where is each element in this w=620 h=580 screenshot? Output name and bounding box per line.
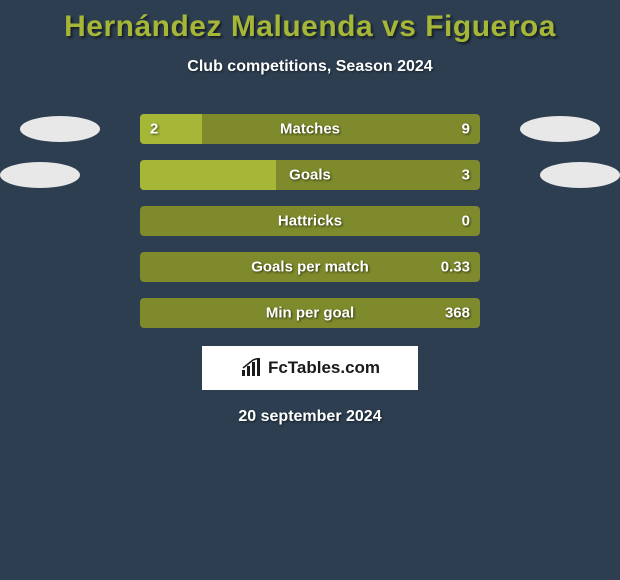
comparison-rows: 2 Matches 9 Goals 3 Hattricks 0 Goals per match… xyxy=(0,114,620,328)
right-value: 0 xyxy=(462,213,470,230)
bar-left-fill xyxy=(140,160,276,190)
right-avatar xyxy=(520,116,600,142)
right-value: 0.33 xyxy=(441,259,470,276)
stat-row: Hattricks 0 xyxy=(0,206,620,236)
metric-label: Hattricks xyxy=(278,213,342,230)
left-avatar xyxy=(0,162,80,188)
footer-date: 20 september 2024 xyxy=(0,408,620,426)
stat-row: Goals 3 xyxy=(0,160,620,190)
footer-logo: FcTables.com xyxy=(202,346,418,390)
stat-bar: Hattricks 0 xyxy=(140,206,480,236)
stat-bar: 2 Matches 9 xyxy=(140,114,480,144)
right-value: 368 xyxy=(445,305,470,322)
stat-bar: Min per goal 368 xyxy=(140,298,480,328)
stat-bar: Goals 3 xyxy=(140,160,480,190)
metric-label: Goals per match xyxy=(251,259,369,276)
metric-label: Goals xyxy=(289,167,331,184)
stat-row: Goals per match 0.33 xyxy=(0,252,620,282)
subtitle: Club competitions, Season 2024 xyxy=(0,58,620,76)
page-title: Hernández Maluenda vs Figueroa xyxy=(0,0,620,44)
metric-label: Min per goal xyxy=(266,305,354,322)
left-value: 2 xyxy=(150,121,158,138)
stat-row: Min per goal 368 xyxy=(0,298,620,328)
chart-icon xyxy=(240,358,264,378)
right-avatar xyxy=(540,162,620,188)
stat-bar: Goals per match 0.33 xyxy=(140,252,480,282)
right-value: 3 xyxy=(462,167,470,184)
metric-label: Matches xyxy=(280,121,340,138)
right-value: 9 xyxy=(462,121,470,138)
left-avatar xyxy=(20,116,100,142)
stat-row: 2 Matches 9 xyxy=(0,114,620,144)
footer-logo-text: FcTables.com xyxy=(268,358,380,378)
